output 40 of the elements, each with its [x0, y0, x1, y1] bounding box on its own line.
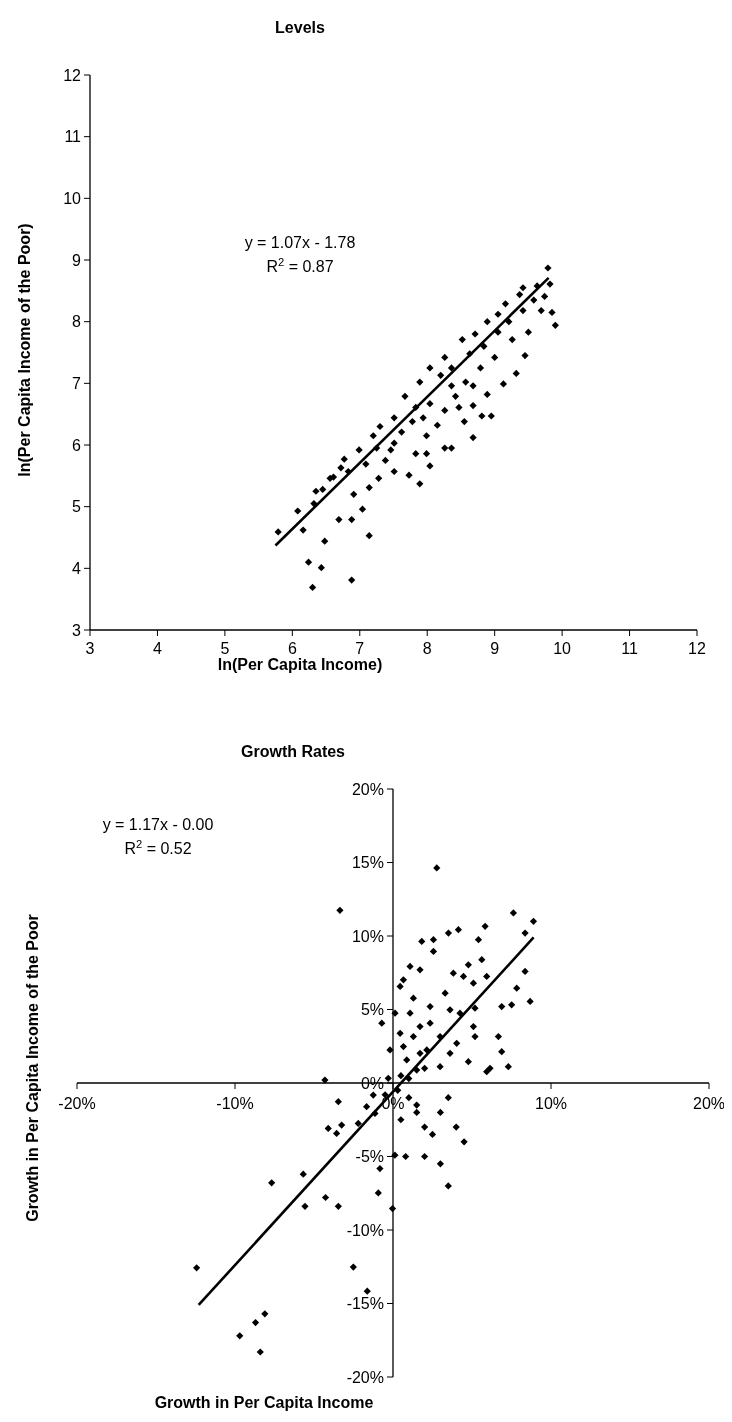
- x-axis-title: ln(Per Capita Income): [217, 656, 383, 673]
- y-tick-label: 5: [72, 498, 82, 516]
- y-axis-title: ln(Per Capita Income of the Poor): [15, 223, 33, 477]
- x-tick-label: 4: [152, 640, 162, 657]
- chart-title: Growth Rates: [240, 743, 346, 761]
- x-tick-label: 6: [287, 640, 297, 657]
- x-tick-label: 10%: [534, 1095, 568, 1112]
- y-tick-label: 15%: [351, 854, 384, 871]
- y-axis-title: Growth in Per Capita Income of the Poor: [23, 914, 41, 1222]
- x-tick-label: 9: [490, 640, 500, 657]
- y-tick-label: 9: [72, 251, 82, 269]
- y-tick-label: 7: [72, 374, 82, 392]
- y-tick-label: 11: [64, 128, 82, 146]
- y-tick-label: 5%: [360, 1001, 384, 1018]
- x-tick-label: 12: [688, 640, 706, 657]
- y-tick-label: -15%: [346, 1295, 384, 1312]
- annotation: y = 1.07x - 1.78: [244, 234, 356, 251]
- y-tick-label: 6: [72, 436, 82, 454]
- x-tick-label: 3: [85, 640, 95, 657]
- y-tick-label: 10%: [351, 927, 384, 945]
- annotation: R$^{2}$ = 0.87: [266, 256, 334, 275]
- annotation: R$^{2}$ = 0.52: [124, 838, 192, 857]
- annotation: y = 1.17x - 0.00: [102, 816, 214, 833]
- x-tick-label: 5: [220, 640, 230, 657]
- x-tick-label: 10: [553, 640, 572, 657]
- y-tick-label: 12: [63, 66, 82, 84]
- x-axis-title: Growth in Per Capita Income: [154, 1394, 374, 1411]
- y-tick-label: -20%: [346, 1368, 384, 1386]
- y-tick-label: -10%: [346, 1221, 384, 1239]
- y-tick-label: 8: [72, 313, 82, 331]
- y-tick-label: 20%: [351, 780, 384, 798]
- x-tick-label: -10%: [216, 1095, 254, 1112]
- chart-title: Levels: [275, 19, 326, 37]
- x-tick-label: 8: [422, 640, 432, 657]
- y-tick-label: 4: [72, 559, 82, 577]
- y-tick-label: 10: [63, 189, 82, 207]
- y-tick-label: -5%: [355, 1148, 384, 1165]
- x-tick-label: 20%: [692, 1095, 726, 1112]
- y-tick-label: 3: [72, 621, 82, 639]
- x-tick-label: 11: [621, 640, 638, 657]
